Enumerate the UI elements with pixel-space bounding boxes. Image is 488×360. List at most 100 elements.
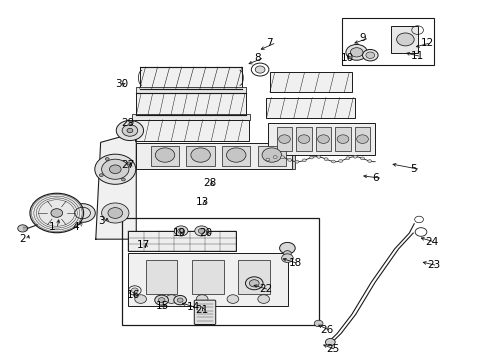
Circle shape bbox=[158, 298, 164, 303]
Circle shape bbox=[362, 49, 377, 61]
Text: 7: 7 bbox=[266, 38, 272, 48]
Circle shape bbox=[109, 165, 121, 174]
Text: 24: 24 bbox=[424, 237, 437, 247]
Bar bbox=[136, 143, 292, 169]
Circle shape bbox=[190, 148, 210, 162]
Bar bbox=[128, 231, 235, 251]
Circle shape bbox=[265, 158, 269, 161]
Text: 29: 29 bbox=[122, 118, 135, 128]
Circle shape bbox=[127, 162, 131, 165]
Circle shape bbox=[70, 204, 95, 222]
Bar bbox=[238, 260, 269, 294]
Text: 10: 10 bbox=[340, 53, 353, 63]
Circle shape bbox=[294, 160, 298, 163]
Circle shape bbox=[30, 193, 83, 233]
Circle shape bbox=[155, 295, 168, 305]
Bar bbox=[267, 123, 374, 155]
Circle shape bbox=[155, 148, 174, 162]
Circle shape bbox=[338, 159, 342, 162]
Bar bbox=[145, 260, 177, 294]
Circle shape bbox=[245, 277, 263, 290]
Circle shape bbox=[194, 226, 208, 236]
Text: 8: 8 bbox=[254, 53, 260, 63]
Bar bbox=[315, 127, 330, 151]
Circle shape bbox=[349, 48, 362, 57]
Bar bbox=[191, 260, 223, 294]
Circle shape bbox=[352, 155, 356, 158]
Bar bbox=[132, 114, 249, 120]
Text: 16: 16 bbox=[126, 291, 140, 301]
Circle shape bbox=[279, 242, 295, 254]
Circle shape bbox=[283, 251, 291, 256]
Bar bbox=[292, 145, 294, 169]
Circle shape bbox=[317, 135, 329, 143]
Bar bbox=[186, 146, 214, 166]
Text: 27: 27 bbox=[122, 160, 135, 170]
Text: 18: 18 bbox=[288, 258, 301, 268]
Bar bbox=[151, 146, 179, 166]
Circle shape bbox=[356, 135, 367, 143]
Circle shape bbox=[121, 178, 125, 181]
Text: 11: 11 bbox=[410, 51, 424, 61]
Circle shape bbox=[324, 158, 327, 161]
Text: 14: 14 bbox=[186, 302, 200, 312]
Circle shape bbox=[108, 208, 122, 219]
Text: 1: 1 bbox=[48, 222, 55, 232]
Text: 21: 21 bbox=[194, 305, 207, 315]
Circle shape bbox=[249, 280, 259, 287]
Circle shape bbox=[396, 33, 413, 46]
Circle shape bbox=[198, 228, 204, 233]
Bar bbox=[266, 98, 354, 118]
Circle shape bbox=[105, 158, 109, 161]
Bar bbox=[128, 253, 288, 306]
Circle shape bbox=[325, 338, 334, 346]
Text: 3: 3 bbox=[98, 216, 104, 226]
Circle shape bbox=[298, 135, 309, 143]
Circle shape bbox=[177, 228, 184, 233]
Bar bbox=[276, 127, 292, 151]
Text: 4: 4 bbox=[73, 222, 80, 232]
Bar bbox=[222, 146, 250, 166]
Circle shape bbox=[177, 298, 183, 302]
Bar bbox=[334, 127, 350, 151]
Text: 23: 23 bbox=[427, 260, 440, 270]
Circle shape bbox=[278, 135, 290, 143]
Circle shape bbox=[196, 295, 207, 303]
Circle shape bbox=[99, 174, 103, 177]
Text: 26: 26 bbox=[320, 325, 333, 335]
Circle shape bbox=[257, 295, 269, 303]
Text: 28: 28 bbox=[203, 178, 216, 188]
Circle shape bbox=[365, 52, 374, 58]
Circle shape bbox=[173, 296, 186, 305]
Text: 30: 30 bbox=[115, 79, 128, 89]
Circle shape bbox=[122, 125, 138, 136]
Circle shape bbox=[51, 209, 62, 217]
Circle shape bbox=[316, 156, 320, 158]
Circle shape bbox=[262, 148, 281, 162]
Text: 6: 6 bbox=[371, 173, 378, 183]
Circle shape bbox=[226, 295, 238, 303]
Text: 5: 5 bbox=[409, 164, 416, 174]
Text: 20: 20 bbox=[199, 228, 212, 238]
Circle shape bbox=[131, 288, 138, 293]
Circle shape bbox=[360, 157, 364, 160]
Circle shape bbox=[18, 225, 27, 232]
Circle shape bbox=[165, 295, 177, 303]
Text: 17: 17 bbox=[137, 240, 150, 250]
Circle shape bbox=[127, 129, 133, 133]
Text: 19: 19 bbox=[172, 228, 185, 238]
Circle shape bbox=[345, 157, 349, 159]
Circle shape bbox=[314, 320, 323, 327]
Bar bbox=[136, 93, 245, 116]
Circle shape bbox=[102, 159, 129, 179]
Circle shape bbox=[116, 121, 143, 140]
Text: 25: 25 bbox=[326, 344, 339, 354]
Circle shape bbox=[331, 160, 335, 163]
Text: 9: 9 bbox=[358, 33, 365, 43]
Circle shape bbox=[309, 156, 313, 159]
Text: 12: 12 bbox=[420, 38, 433, 48]
Circle shape bbox=[367, 160, 371, 162]
Bar bbox=[257, 146, 285, 166]
Bar bbox=[296, 127, 311, 151]
Circle shape bbox=[302, 159, 305, 162]
